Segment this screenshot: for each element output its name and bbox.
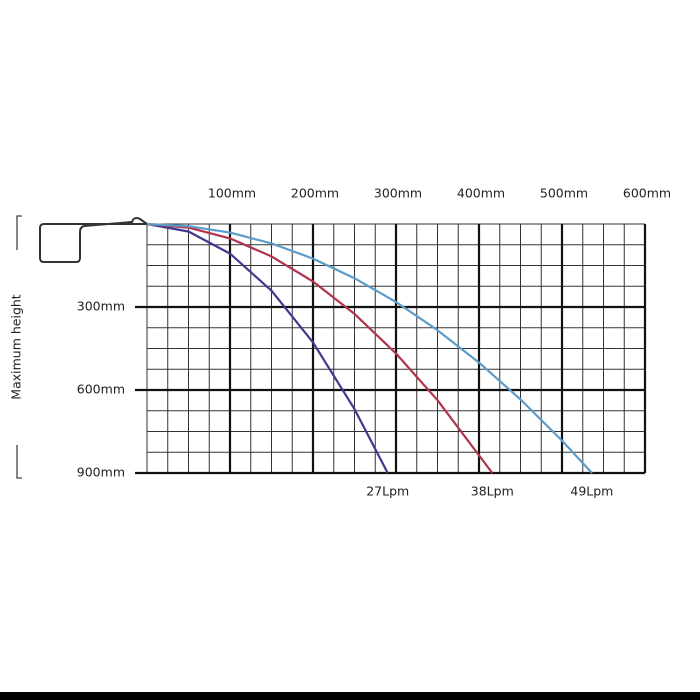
grid — [135, 223, 647, 475]
series-label: 27Lpm — [366, 484, 409, 499]
series-line — [146, 222, 389, 474]
bottom-bar — [0, 692, 700, 700]
series-line — [146, 222, 593, 474]
x-tick-label: 500mm — [540, 186, 588, 201]
y-tick-label: 600mm — [77, 382, 125, 397]
faucet-icon — [39, 217, 148, 263]
x-tick-label: 200mm — [291, 186, 339, 201]
height-bracket — [16, 215, 22, 479]
x-tick-label: 100mm — [208, 186, 256, 201]
x-tick-label: 600mm — [623, 186, 671, 201]
y-axis-label: Maximum height — [9, 294, 24, 400]
x-tick-label: 300mm — [374, 186, 422, 201]
series-label: 49Lpm — [570, 484, 613, 499]
series-line — [146, 222, 494, 474]
y-tick-label: 300mm — [77, 299, 125, 314]
y-tick-label: 900mm — [77, 465, 125, 480]
series-label: 38Lpm — [471, 484, 514, 499]
x-tick-label: 400mm — [457, 186, 505, 201]
